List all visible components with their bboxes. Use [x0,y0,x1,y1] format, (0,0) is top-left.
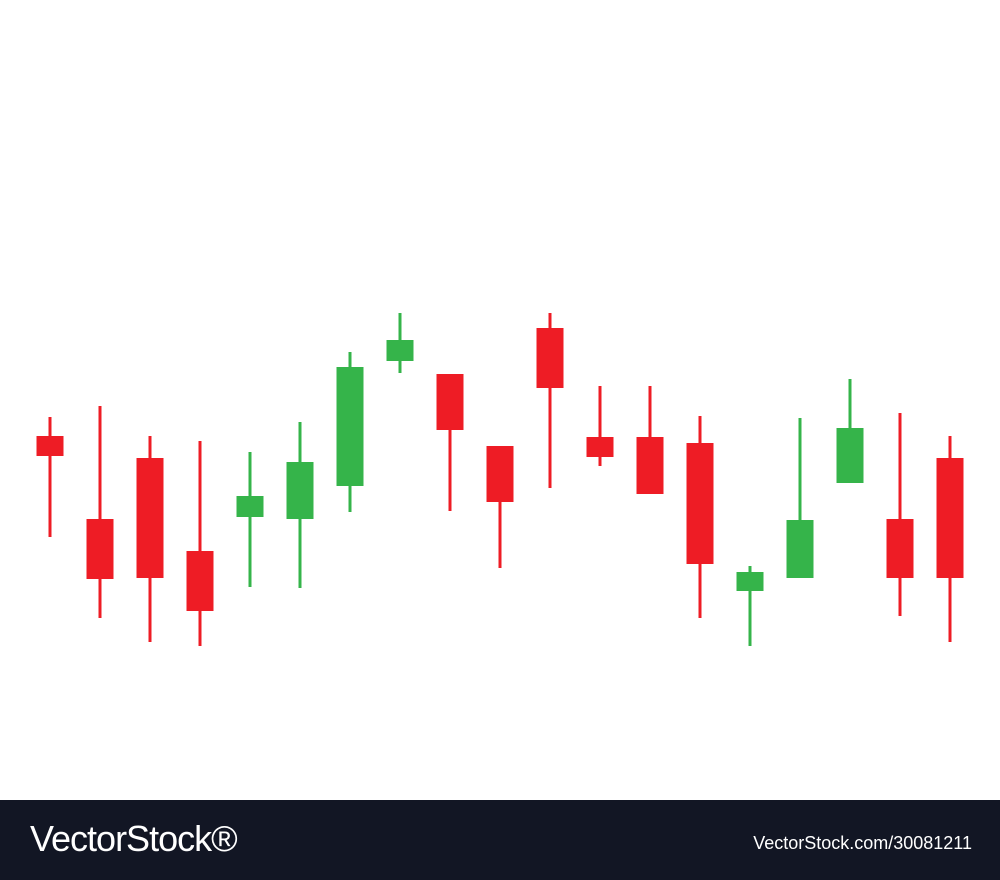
candle-9 [436,374,464,511]
candle-body-up [786,520,814,578]
candle-wick [198,441,202,646]
candle-body-up [836,428,864,483]
candle-body-down [936,458,964,578]
candle-7 [336,352,364,512]
candle-16 [786,418,814,578]
candle-body-down [586,437,614,457]
candle-body-down [686,443,714,564]
candle-19 [936,436,964,642]
candle-6 [286,422,314,588]
candle-wick [248,452,252,587]
candle-body-down [536,328,564,388]
candle-body-down [36,436,64,456]
candle-wick [598,386,602,466]
candle-wick [498,446,502,568]
candle-wick [798,418,802,578]
candle-wick [448,374,452,511]
watermark-image-id: VectorStock.com/30081211 [753,833,972,853]
candle-4 [186,441,214,646]
candle-15 [736,566,764,646]
candle-body-down [486,446,514,502]
candle-2 [86,406,114,618]
candle-body-down [186,551,214,611]
candle-body-up [286,462,314,519]
candle-18 [886,413,914,616]
candle-wick [98,406,102,618]
candle-13 [636,386,664,494]
candle-14 [686,416,714,618]
candle-body-down [636,437,664,494]
chart-canvas [36,313,964,646]
candle-wick [748,566,752,646]
candle-11 [536,313,564,488]
candle-17 [836,379,864,483]
candle-body-down [436,374,464,430]
candle-body-down [136,458,164,578]
candle-body-up [386,340,414,361]
candle-wick [48,417,52,537]
watermark-footer: VectorStock® VectorStock.com/30081211 [0,800,1000,880]
candle-3 [136,436,164,642]
candlestick-chart [36,313,964,646]
candle-wick [898,413,902,616]
watermark-brand: VectorStock® [30,818,238,859]
candle-body-up [236,496,264,517]
candle-body-up [736,572,764,591]
candle-body-down [86,519,114,579]
candle-10 [486,446,514,568]
candle-wick [548,313,552,488]
candle-1 [36,417,64,537]
candle-8 [386,313,414,373]
candle-body-up [336,367,364,486]
candle-12 [586,386,614,466]
candle-body-down [886,519,914,578]
candle-5 [236,452,264,587]
